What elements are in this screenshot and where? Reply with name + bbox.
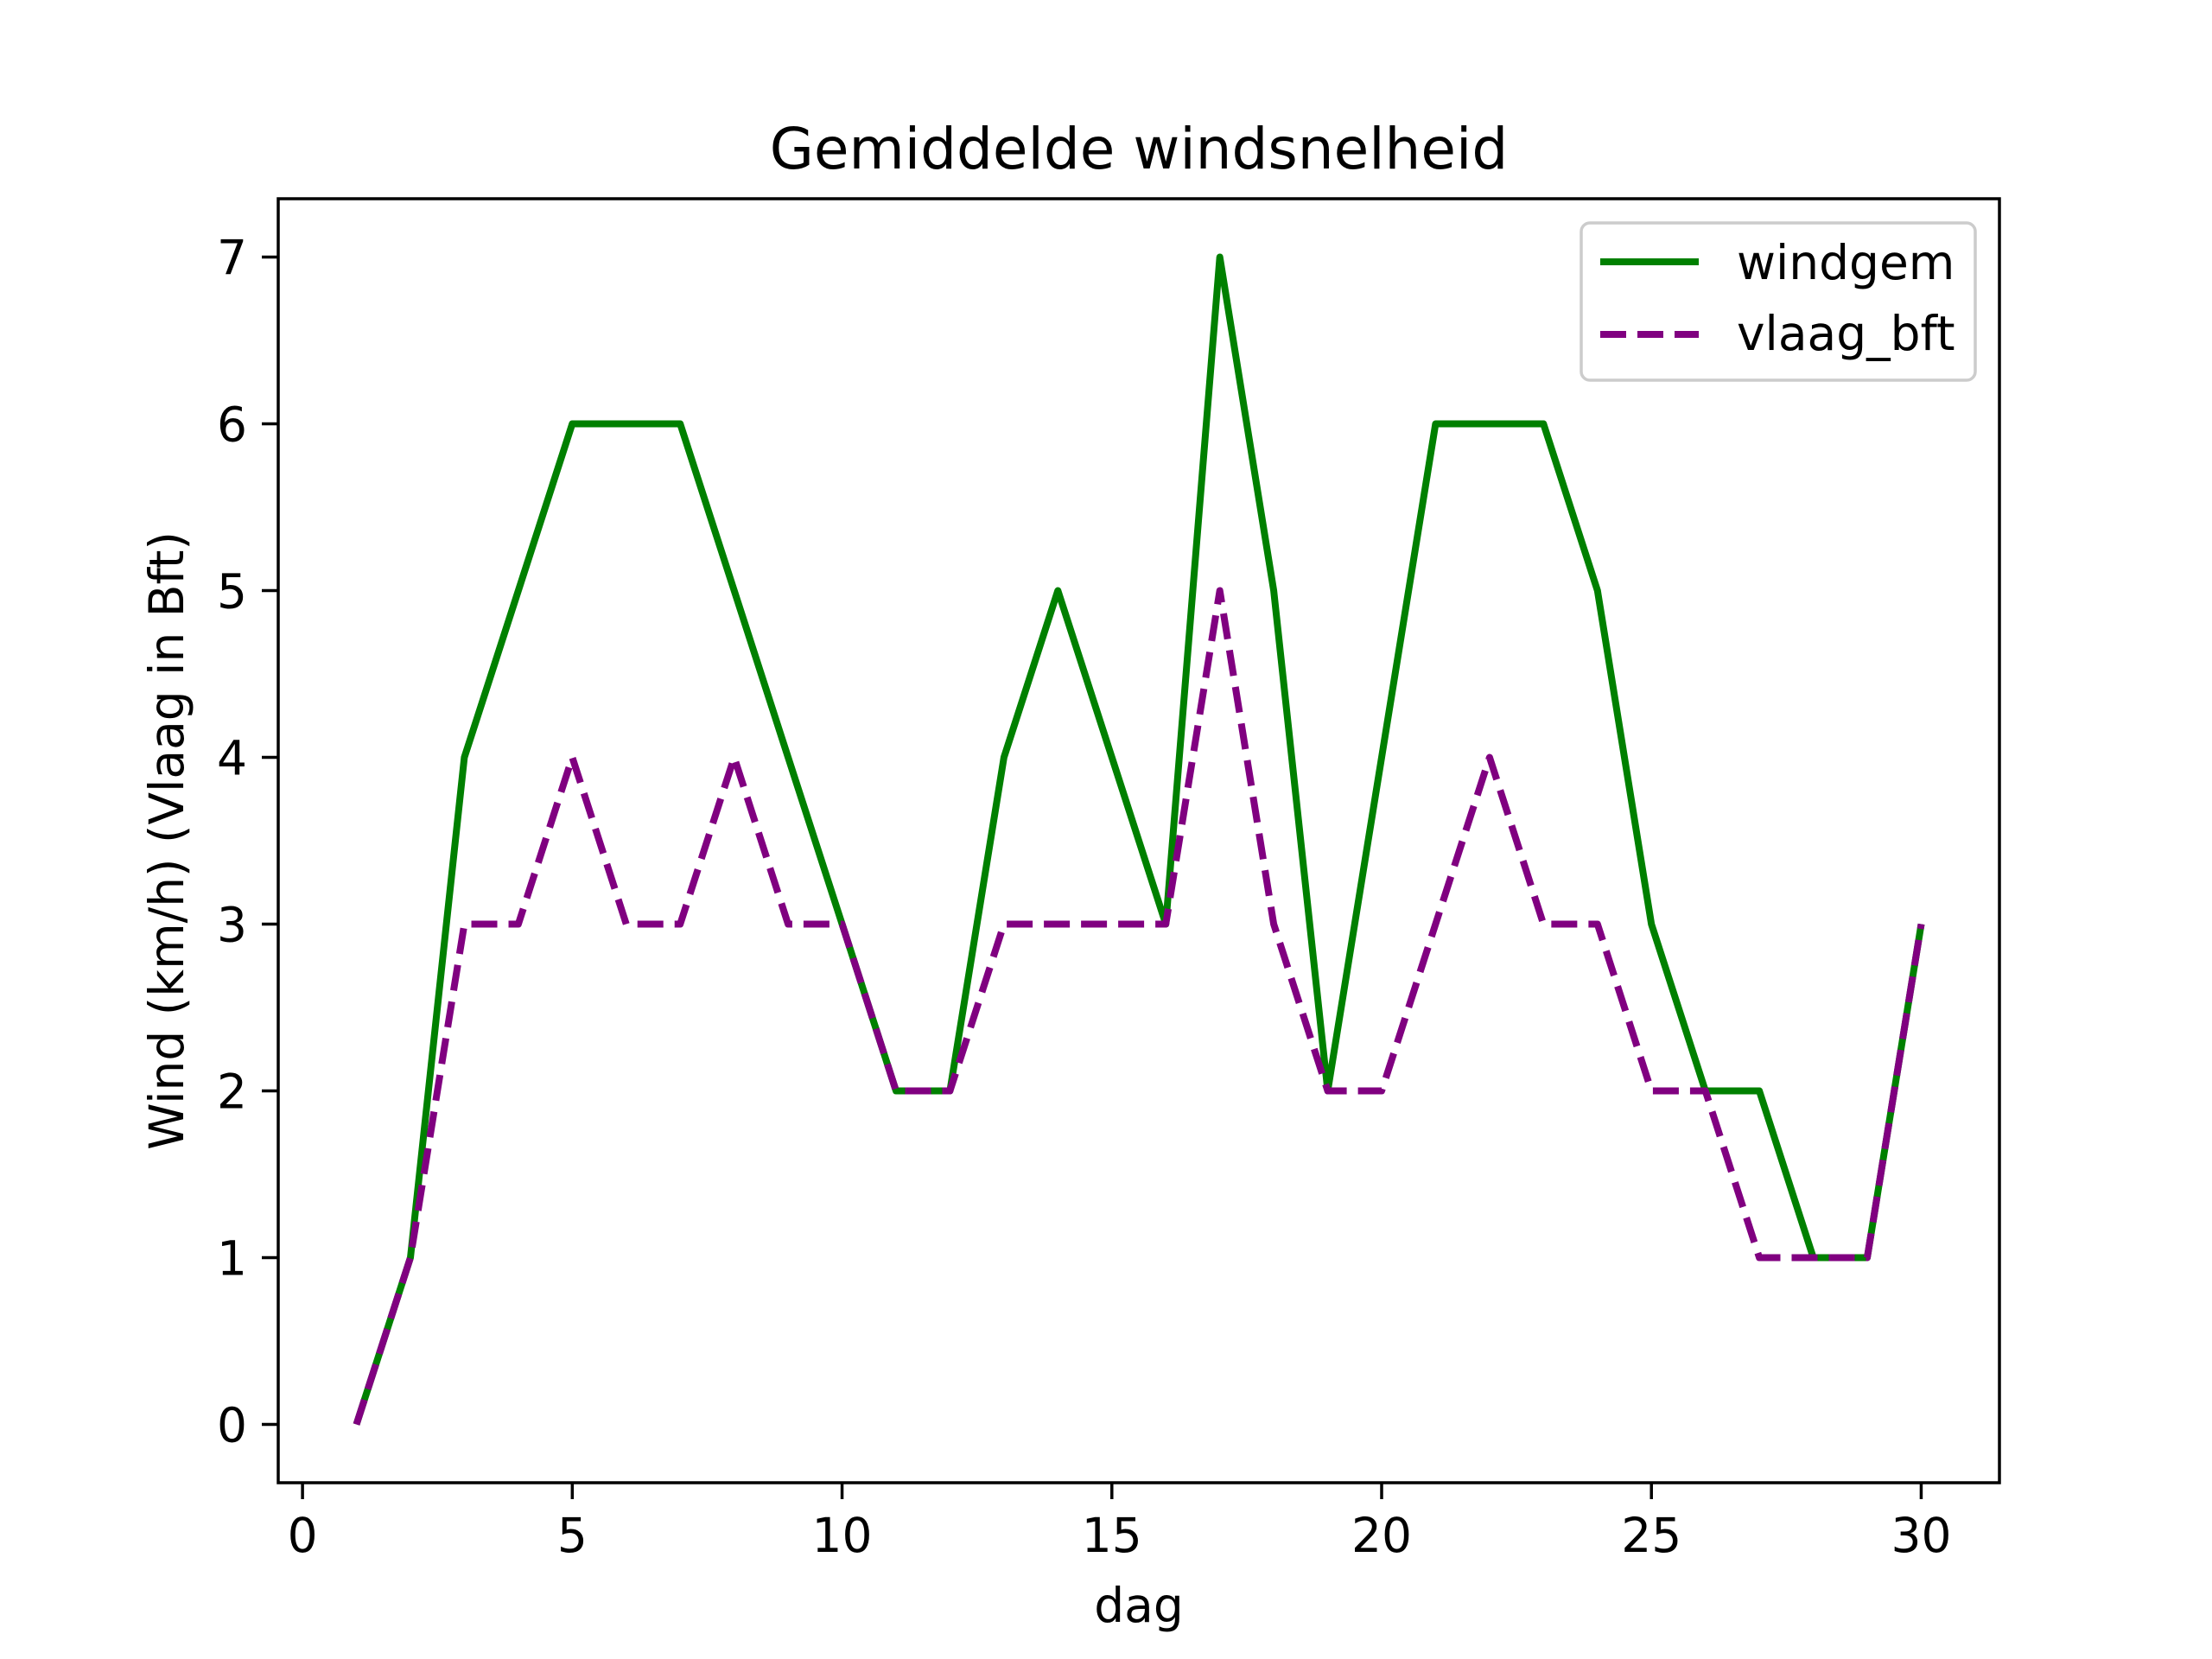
chart-title: Gemiddelde windsnelheid: [770, 116, 1508, 182]
y-tick-label: 3: [217, 897, 247, 952]
y-tick-label: 1: [217, 1230, 247, 1286]
legend: windgem vlaag_bft: [1580, 221, 1977, 382]
series-layer: [353, 253, 1925, 1426]
y-tick-label: 2: [217, 1064, 247, 1119]
y-axis: 0 1 2 3 4 5 6 7: [217, 231, 278, 1452]
x-tick-label: 30: [1891, 1508, 1951, 1563]
y-tick-label: 6: [217, 397, 247, 453]
series-line-windgem: [353, 253, 1925, 1426]
plot-frame: [276, 197, 2001, 1484]
x-tick-label: 20: [1351, 1508, 1412, 1563]
legend-label-windgem: windgem: [1737, 235, 1955, 290]
x-tick-label: 15: [1082, 1508, 1142, 1563]
y-tick-label: 5: [217, 564, 247, 620]
y-tick-label: 4: [217, 731, 247, 786]
x-tick-label: 25: [1621, 1508, 1681, 1563]
y-tick-label: 7: [217, 231, 247, 286]
x-tick-label: 5: [557, 1508, 588, 1563]
x-axis-label: dag: [1094, 1578, 1184, 1633]
x-axis: 0 5 10 15 20 25 30: [288, 1483, 1951, 1563]
x-tick-label: 10: [812, 1508, 873, 1563]
series-line-vlaag-bft: [353, 587, 1925, 1426]
x-tick-label: 0: [288, 1508, 318, 1563]
y-axis-label: Wind (km/h) (Vlaag in Bft): [139, 531, 194, 1150]
legend-label-vlaag-bft: vlaag_bft: [1737, 306, 1955, 361]
y-tick-label: 0: [217, 1397, 247, 1452]
